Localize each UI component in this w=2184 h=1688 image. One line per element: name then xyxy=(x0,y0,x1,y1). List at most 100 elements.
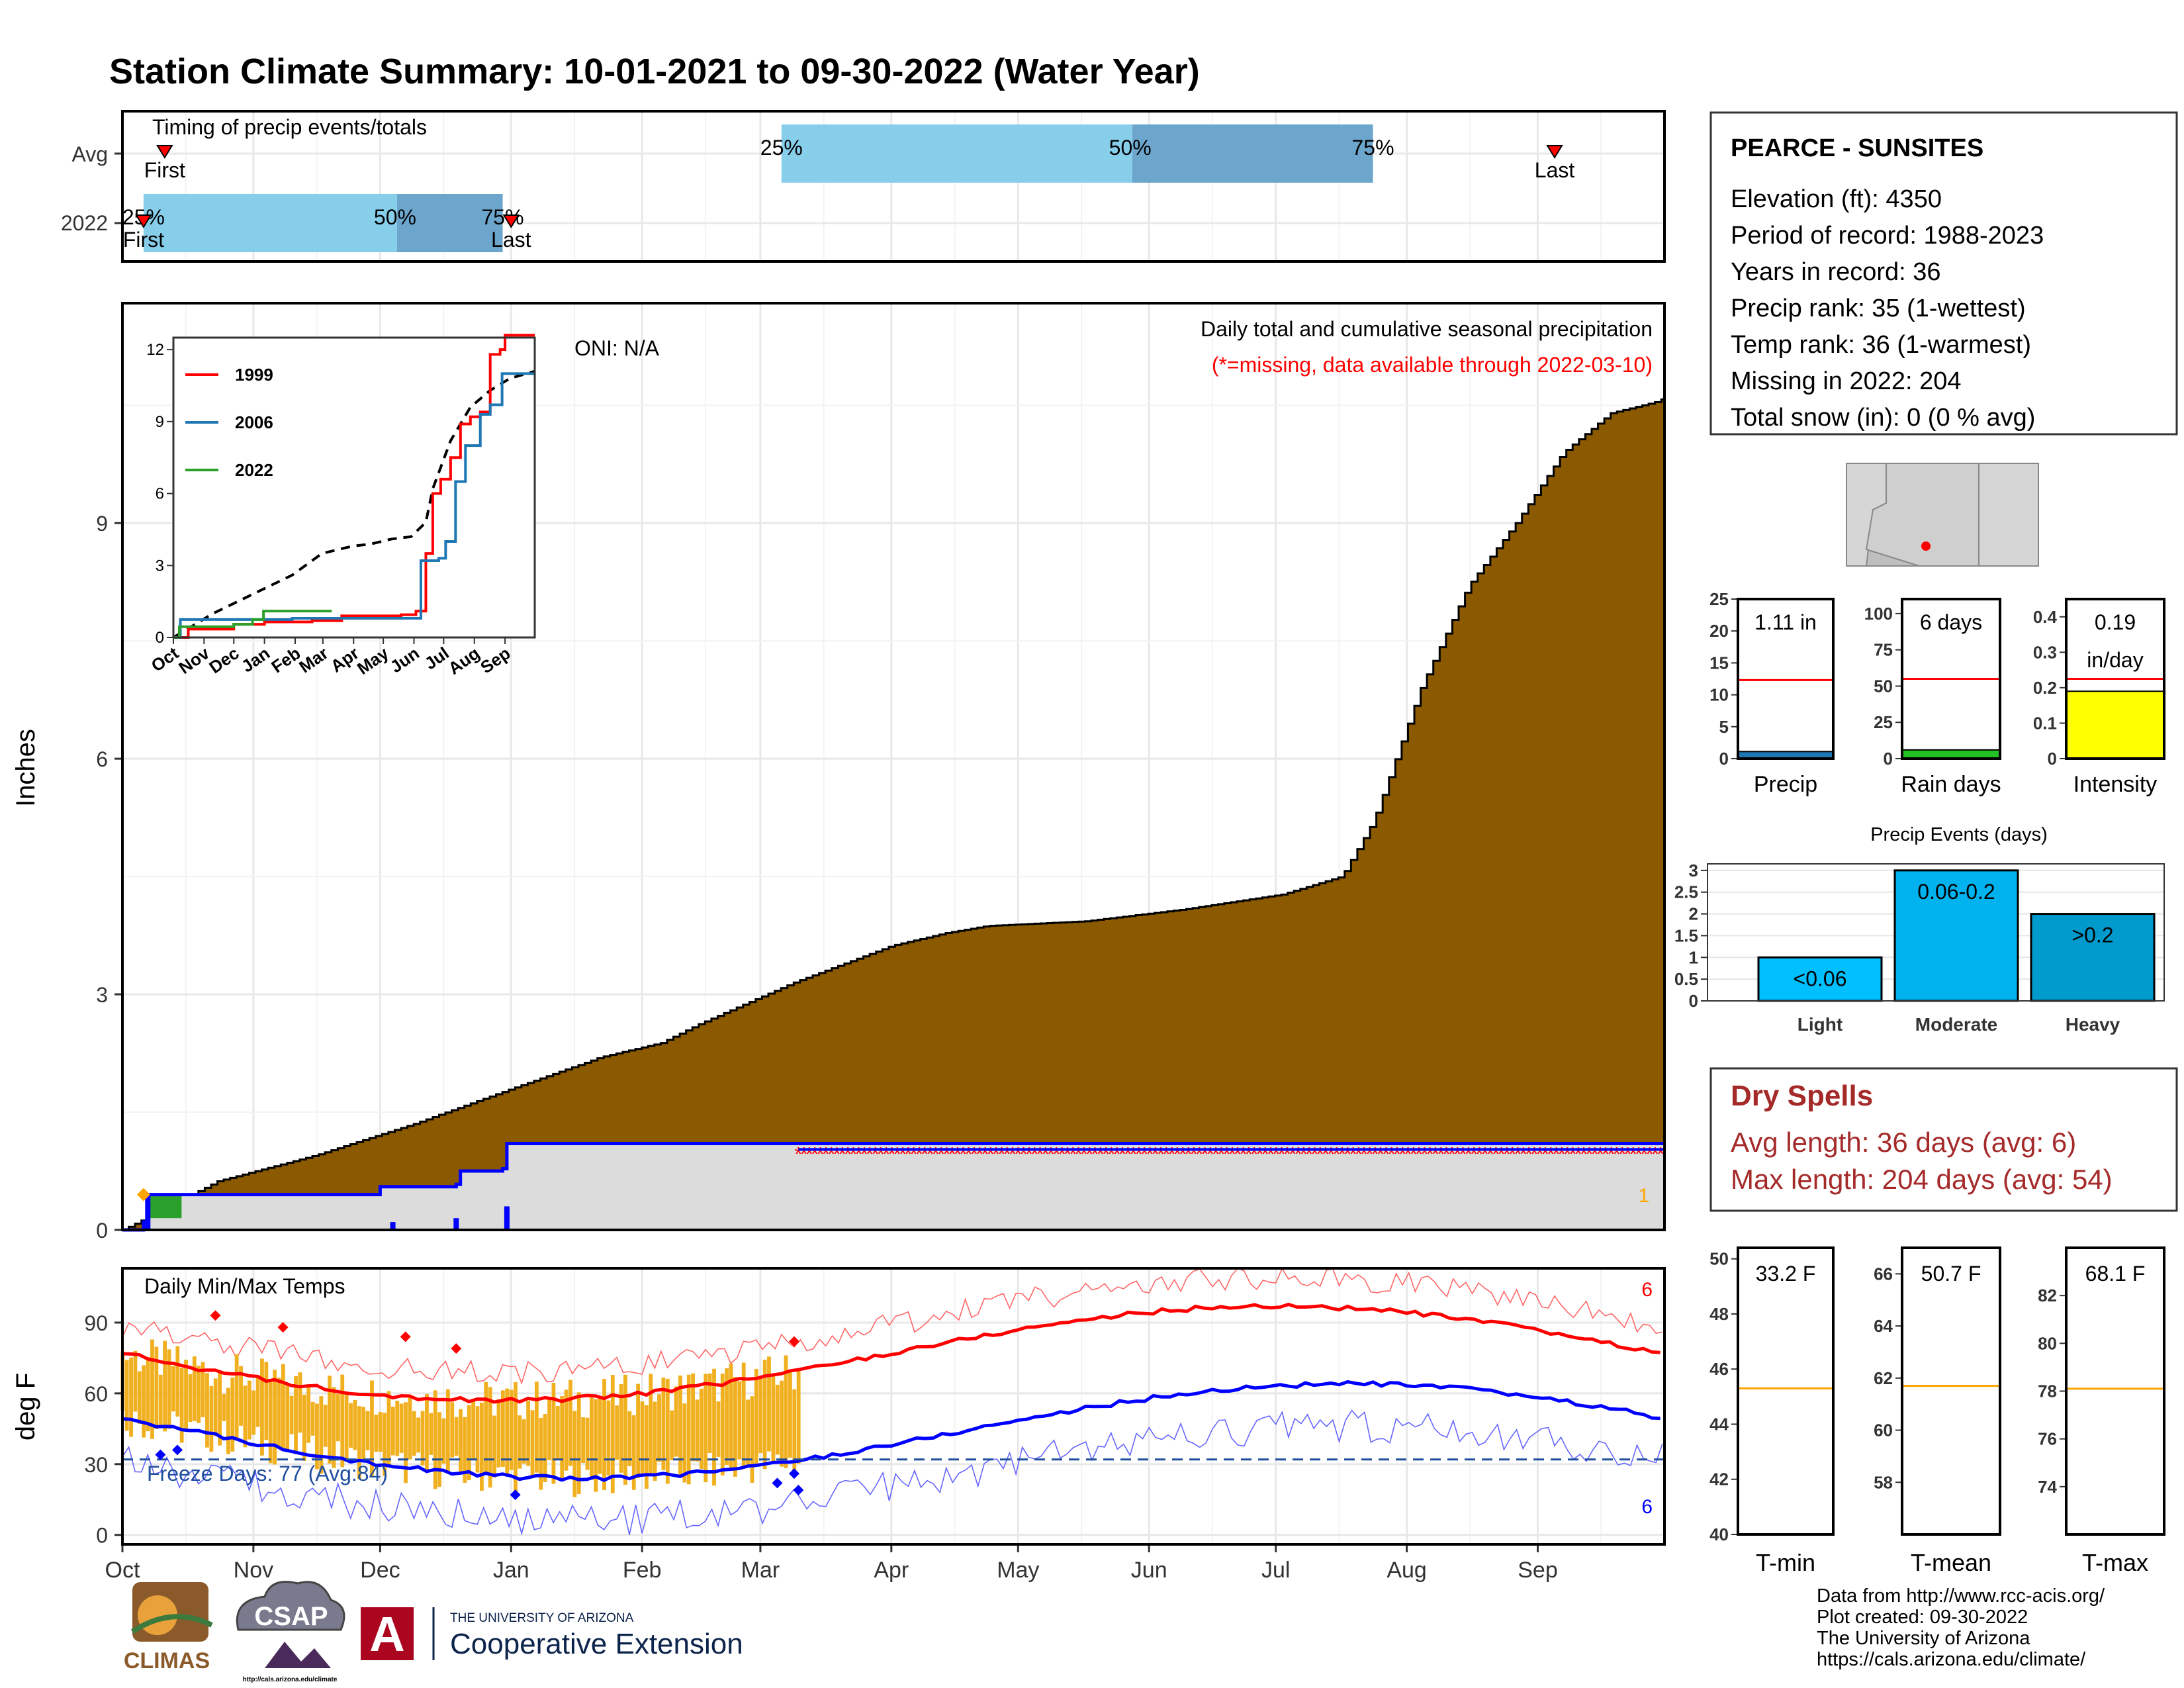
last-marker xyxy=(1546,145,1563,159)
daily-temp-bar xyxy=(281,1364,285,1450)
daily-temp-bar xyxy=(255,1375,260,1427)
events-tick-label: 0 xyxy=(1689,991,1698,1011)
daily-temp-bar xyxy=(310,1401,315,1436)
daily-temp-bar xyxy=(450,1402,455,1458)
daily-temp-bar xyxy=(686,1374,691,1485)
month-label: Sep xyxy=(1518,1558,1558,1583)
tbar-tick-label: 40 xyxy=(1709,1524,1729,1544)
daily-temp-bar xyxy=(518,1415,522,1469)
inset-y-tick-label: 9 xyxy=(156,413,164,431)
inset-y-tick-label: 0 xyxy=(156,629,164,647)
events-bar-moderate xyxy=(1893,869,2019,1002)
daily-temp-bar xyxy=(467,1405,471,1481)
daily-temp-bar xyxy=(699,1388,704,1470)
daily-temp-bar xyxy=(429,1413,433,1455)
tbar-name: T-max xyxy=(2082,1549,2148,1576)
daily-temp-bar xyxy=(408,1396,412,1460)
inset-avg-line xyxy=(172,369,535,639)
tbar-tick-label: 80 xyxy=(2038,1333,2057,1353)
daily-temp-bar xyxy=(670,1410,674,1460)
timing-row-label-2022: 2022 xyxy=(61,211,108,235)
daily-temp-bar xyxy=(623,1374,627,1485)
events-bar-label: >0.2 xyxy=(2071,923,2113,947)
daily-temp-bar xyxy=(496,1399,501,1468)
daily-temp-bar xyxy=(184,1360,188,1429)
tbar-frame xyxy=(1901,1246,2001,1536)
daily-temp-bar xyxy=(788,1370,792,1458)
temps-y-tick-label: 60 xyxy=(84,1382,108,1406)
precip-y-tick-label: 6 xyxy=(96,747,108,771)
timing-label-first: First xyxy=(123,228,164,252)
tbar-tick-label: 60 xyxy=(1874,1421,1893,1440)
daily-temp-bar xyxy=(374,1414,379,1452)
station-info-line: Total snow (in): 0 (0 % avg) xyxy=(1731,404,2035,432)
dry-spells-max: Max length: 204 days (avg: 54) xyxy=(1731,1164,2113,1195)
daily-temp-bar xyxy=(445,1389,450,1472)
dry-spells-box: Dry Spells Avg length: 36 days (avg: 6) Ma… xyxy=(1709,1067,2178,1212)
page-title: Station Climate Summary: 10-01-2021 to 0… xyxy=(109,52,1200,91)
record-high-marker xyxy=(210,1310,221,1321)
daily-temp-bar xyxy=(733,1376,737,1477)
month-label: Nov xyxy=(234,1558,273,1583)
daily-temp-bar xyxy=(285,1385,290,1450)
mini-frame xyxy=(1737,598,1835,760)
daily-temp-bar xyxy=(594,1399,598,1492)
daily-temp-bar xyxy=(273,1370,277,1465)
footer-line: Plot created: 09-30-2022 xyxy=(1817,1607,2028,1628)
events-category-label: Moderate xyxy=(1915,1014,1997,1035)
events-tick-label: 0.5 xyxy=(1674,969,1698,989)
daily-temp-bar xyxy=(243,1385,248,1448)
temps-y-tick-label: 0 xyxy=(96,1524,108,1548)
record-low-marker xyxy=(510,1489,521,1501)
daily-temp-bar xyxy=(678,1375,682,1477)
record-low-count: 6 xyxy=(1641,1496,1653,1518)
events-tick-label: 3 xyxy=(1689,861,1698,880)
daily-temp-bar xyxy=(133,1350,138,1412)
daily-temp-bar xyxy=(725,1368,729,1466)
station-info-box: PEARCE - SUNSITES Elevation (ft): 4350 Per… xyxy=(1709,111,2178,436)
timing-label-p75: 75% xyxy=(1352,136,1394,160)
daily-temp-bar xyxy=(463,1417,467,1483)
record-low-marker xyxy=(171,1444,183,1456)
daily-temp-bar xyxy=(171,1366,175,1412)
daily-temp-bar xyxy=(158,1374,163,1426)
mini-frame xyxy=(2065,598,2165,760)
mini-value-label2: in/day xyxy=(2087,648,2143,672)
daily-temp-bar xyxy=(526,1400,531,1466)
timing-panel-label: Timing of precip events/totals xyxy=(152,115,427,139)
daily-temp-bar xyxy=(433,1390,437,1489)
daily-temp-bar xyxy=(619,1383,623,1473)
mini-tick-label: 20 xyxy=(1709,621,1729,641)
daily-temp-bar xyxy=(425,1393,429,1471)
month-label: Dec xyxy=(360,1558,400,1583)
daily-temp-bar xyxy=(289,1395,294,1434)
tbar-tick-label: 82 xyxy=(2038,1286,2057,1305)
daily-temp-bar xyxy=(606,1400,611,1476)
dry-spells-title: Dry Spells xyxy=(1731,1080,1873,1112)
daily-temp-bar xyxy=(657,1394,661,1462)
month-label: Feb xyxy=(623,1558,662,1583)
daily-temp-bar xyxy=(767,1356,771,1452)
daily-temp-bar xyxy=(222,1393,226,1421)
daily-temp-bar xyxy=(239,1366,243,1426)
daily-temp-bar xyxy=(383,1413,387,1476)
csap-logo-url: http://cals.arizona.edu/climate xyxy=(243,1676,338,1683)
precip-y-tick-label: 3 xyxy=(96,983,108,1007)
daily-temp-bar xyxy=(644,1405,649,1489)
tbar-tick-label: 46 xyxy=(1709,1359,1729,1379)
daily-temp-bar xyxy=(707,1373,712,1453)
precip-frame xyxy=(121,302,1666,1231)
daily-temp-bar xyxy=(514,1382,518,1495)
daily-temp-bar xyxy=(640,1401,645,1474)
daily-temp-bar xyxy=(560,1396,565,1480)
daily-temp-bar xyxy=(454,1417,459,1456)
first-marker xyxy=(135,214,152,228)
mini-bar-name: Rain days xyxy=(1901,772,2001,797)
daily-temp-bar xyxy=(780,1380,784,1467)
record-high-marker xyxy=(451,1343,462,1354)
timing-row-label-avg: Avg xyxy=(71,142,108,166)
daily-temp-bar xyxy=(332,1387,336,1468)
footer: Data from http://www.rcc-acis.org/Plot c… xyxy=(124,1581,2105,1683)
normal-min-line xyxy=(122,1380,1661,1482)
record-high-marker xyxy=(788,1336,799,1347)
